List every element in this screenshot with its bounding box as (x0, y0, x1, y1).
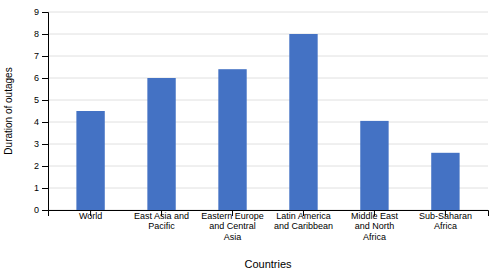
grid (48, 12, 488, 210)
tick-label-line: Africa (363, 232, 386, 242)
plot-area: 0 1 2 3 4 5 6 7 8 9 World East Asia andPacific Easte… (34, 7, 489, 241)
tick-label: 9 (34, 7, 39, 17)
chart-container: 0 1 2 3 4 5 6 7 8 9 World East Asia andPacific Easte… (0, 0, 500, 274)
tick-label-line: Middle East (351, 211, 399, 221)
tick: World (79, 210, 102, 221)
tick-label-line: and Caribbean (274, 221, 333, 231)
tick-label-line: Pacific (148, 221, 175, 231)
tick-label: 0 (34, 205, 39, 215)
chart-svg: 0 1 2 3 4 5 6 7 8 9 World East Asia andPacific Easte… (0, 0, 500, 274)
tick-mark (42, 166, 48, 167)
tick: 5 (34, 95, 48, 105)
tick-mark (42, 210, 48, 211)
tick-mark (42, 144, 48, 145)
grid-line (48, 144, 488, 145)
tick: 3 (34, 139, 48, 149)
x-axis-title: Countries (244, 258, 292, 270)
bar (289, 34, 317, 210)
grid-line (48, 56, 488, 57)
tick: Eastern Europeand CentralAsia (201, 210, 264, 242)
grid-line (48, 166, 488, 167)
grid-line (48, 122, 488, 123)
tick-label: Middle Eastand NorthAfrica (351, 211, 399, 242)
tick-label: 3 (34, 139, 39, 149)
bar (431, 153, 459, 210)
tick: 7 (34, 51, 48, 61)
tick-mark (42, 12, 48, 13)
tick: 9 (34, 7, 48, 17)
tick-label-line: and Central (209, 221, 256, 231)
tick: 8 (34, 29, 48, 39)
tick-label-line: World (79, 211, 102, 221)
tick-label: 6 (34, 73, 39, 83)
tick-label-line: Sub-Saharan (419, 211, 472, 221)
tick-label: 8 (34, 29, 39, 39)
bar (76, 111, 104, 210)
tick: East Asia andPacific (134, 210, 189, 231)
grid-line (48, 100, 488, 101)
grid-line (48, 34, 488, 35)
tick: 2 (34, 161, 48, 171)
tick-label: Sub-SaharanAfrica (419, 211, 472, 231)
tick-label-line: Asia (224, 232, 242, 242)
bar (147, 78, 175, 210)
tick-label: 5 (34, 95, 39, 105)
tick-label-line: Latin America (276, 211, 331, 221)
tick: 1 (34, 183, 48, 193)
tick-label: East Asia andPacific (134, 211, 189, 231)
tick: Latin Americaand Caribbean (274, 210, 333, 231)
tick-label: 1 (34, 183, 39, 193)
grid-line (48, 78, 488, 79)
tick-mark (42, 122, 48, 123)
tick-label: 4 (34, 117, 39, 127)
tick-label-line: and North (355, 221, 395, 231)
x-axis: WorldEast Asia andPacificEastern Europea… (49, 210, 489, 242)
tick-mark (42, 188, 48, 189)
tick-mark (42, 56, 48, 57)
tick-label-line: East Asia and (134, 211, 189, 221)
tick-label-line: Africa (434, 221, 457, 231)
axis-line (42, 13, 49, 211)
tick: 4 (34, 117, 48, 127)
y-axis: 0 1 2 3 4 5 6 7 8 9 (34, 7, 49, 215)
tick-label: Eastern Europeand CentralAsia (201, 211, 264, 242)
tick-label-line: Eastern Europe (201, 211, 264, 221)
bar (218, 69, 246, 210)
tick-label: World (79, 211, 102, 221)
tick-mark (42, 78, 48, 79)
tick-mark (42, 100, 48, 101)
tick-label: 7 (34, 51, 39, 61)
grid-line (48, 188, 488, 189)
tick: 6 (34, 73, 48, 83)
tick-label: 2 (34, 161, 39, 171)
tick: Sub-SaharanAfrica (419, 210, 472, 231)
tick: 0 (34, 205, 48, 215)
tick-label: Latin Americaand Caribbean (274, 211, 333, 231)
tick: Middle Eastand NorthAfrica (351, 210, 399, 242)
y-axis-title: Duration of outages (3, 67, 14, 154)
bars (76, 34, 459, 210)
tick-mark (42, 34, 48, 35)
bar (360, 121, 388, 210)
grid-line (48, 12, 488, 13)
